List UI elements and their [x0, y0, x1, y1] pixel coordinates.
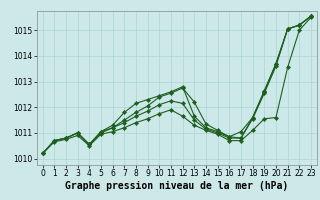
X-axis label: Graphe pression niveau de la mer (hPa): Graphe pression niveau de la mer (hPa) — [65, 181, 288, 191]
